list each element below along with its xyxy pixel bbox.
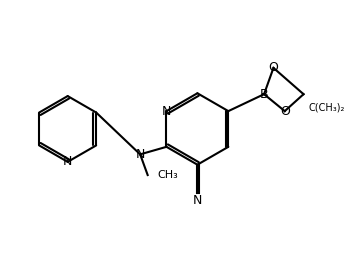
Text: CH₃: CH₃	[157, 170, 178, 180]
Text: B: B	[260, 88, 268, 101]
Text: N: N	[135, 148, 145, 161]
Text: O: O	[280, 105, 290, 118]
Text: C(CH₃)₂: C(CH₃)₂	[308, 102, 345, 112]
Text: N: N	[193, 194, 202, 207]
Text: N: N	[63, 155, 73, 168]
Text: O: O	[269, 61, 278, 74]
Text: N: N	[162, 105, 171, 118]
